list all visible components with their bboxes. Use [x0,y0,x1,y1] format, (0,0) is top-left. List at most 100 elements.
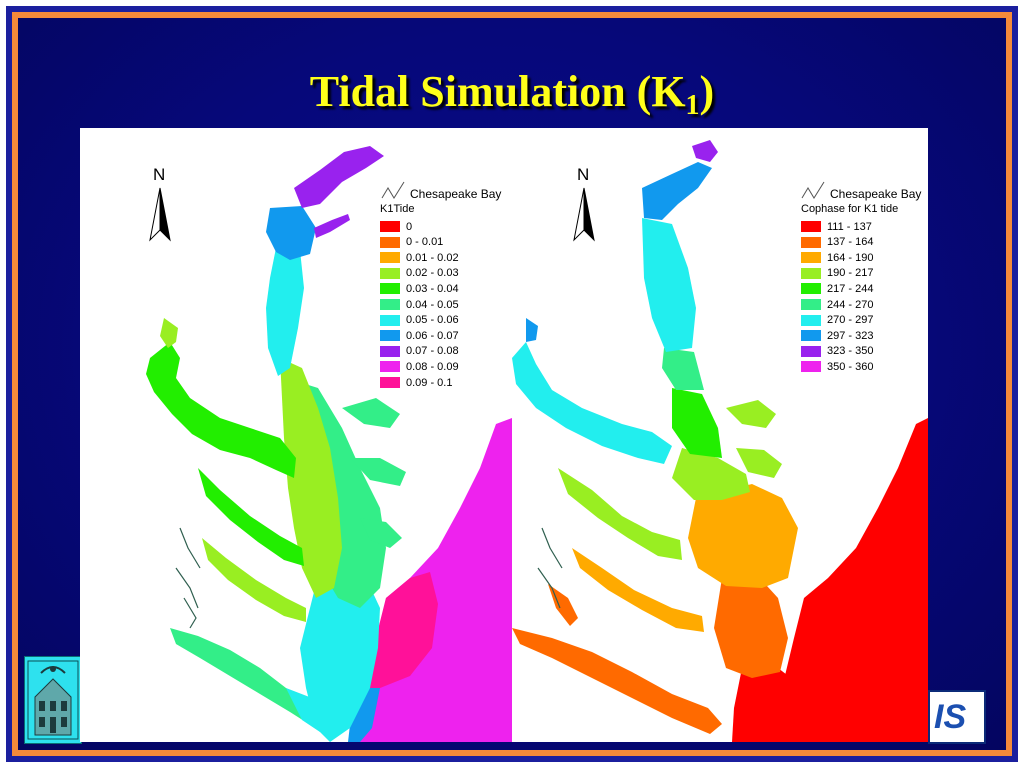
legend-item: 0.07 - 0.08 [380,345,459,358]
legend-swatch [380,252,400,264]
legend-item: 297 - 323 [801,329,873,342]
legend-label: 0.09 - 0.1 [406,376,453,389]
bay-upper-cyan [642,218,696,352]
tributary-lines [537,527,563,609]
legend-label: 217 - 244 [827,282,874,295]
james-lower [286,688,328,732]
legend-swatch [380,361,400,373]
legend-swatch [380,267,400,279]
eastern-shore-rivers [342,398,406,548]
legend-swatch [380,236,400,248]
legend-item: 190 - 217 [801,267,873,280]
bay-upper-blue [266,206,316,260]
layer-label: Chesapeake Bay [830,187,921,201]
rappahannock-river [198,468,304,566]
legend-label: 297 - 323 [827,329,874,342]
tributary-lines [175,527,201,629]
north-label: N [153,165,165,184]
legend-swatch [801,267,821,279]
legend-item: 0.02 - 0.03 [380,267,459,280]
legend-swatch [380,221,400,232]
james-upper [548,584,578,626]
mouth-blue [348,688,380,742]
mouth-red [732,668,804,742]
rappahannock-river [558,468,682,560]
legend-item: 111 - 137 [801,220,872,233]
legend-swatch [801,330,821,342]
eastern-shore-rivers [726,400,782,478]
layer-label: Chesapeake Bay [410,187,501,201]
legend-swatch [801,236,821,248]
legend-swatch [801,283,821,295]
slide-title: Tidal Simulation (K1) [309,67,715,121]
bay-head-purple [692,140,718,162]
legend-swatch [380,283,400,295]
vims-logo: IS [928,690,986,744]
legend-label: 0.04 - 0.05 [406,298,459,311]
bay-upper-lightgreen [280,358,342,598]
legend-swatch [801,345,821,357]
legend-label: 0 - 0.01 [406,236,444,249]
legend-swatch [801,221,821,232]
bay-mid-orange [688,484,798,588]
legend-item: 0.09 - 0.1 [380,376,452,389]
james-river [170,628,320,726]
legend-label: 137 - 164 [827,236,874,249]
title-subscript: 1 [685,90,700,121]
legend-swatch [801,314,821,326]
legend-item: 0.06 - 0.07 [380,329,459,342]
legend-swatch [801,361,821,373]
legend-swatch [380,330,400,342]
potomac-upper [526,318,538,342]
bay-upper-cyan [266,248,304,376]
bay-lower-orangered [714,574,788,678]
legend-label: 0.03 - 0.04 [406,282,459,295]
legend-label: 0.02 - 0.03 [406,267,459,280]
cophase-map-drawing: N Chesapeake Bay [512,140,928,742]
amplitude-map-drawing: N Chesapeake Bay [146,146,512,742]
legend-label: 0.05 - 0.06 [406,314,459,327]
north-arrow-icon [573,187,595,242]
legend-swatch [380,314,400,326]
legend-item: 0.03 - 0.04 [380,282,459,295]
bay-upper-blue [642,162,712,220]
legend-swatch [801,299,821,310]
legend-label: 323 - 350 [827,345,874,358]
legend-item: 323 - 350 [801,345,873,358]
legend-swatch [801,252,821,264]
legend-item: 0.08 - 0.09 [380,360,459,373]
university-seal-logo [24,656,82,744]
legend-swatch [380,345,400,357]
ocean-near-mouth [366,572,438,688]
cophase-map: N Chesapeake Bay Cophase for K1 tide 111… [512,128,928,742]
layer-symbol-icon [801,181,825,199]
legend-item: 0.05 - 0.06 [380,314,459,327]
university-seal-icon [27,660,79,740]
legend-item: 350 - 360 [801,360,873,373]
legend-label: 244 - 270 [827,298,874,311]
river-elk-purple [314,214,350,238]
legend-label: 190 - 217 [827,267,874,280]
amplitude-map: N Chesapeake Bay K1Tide 0 0 - 0.01 0.01 - … [80,128,512,742]
legend-item: 0 - 0.01 [380,236,443,249]
north-label: N [577,165,589,184]
legend-item: 0.01 - 0.02 [380,251,459,264]
york-river [572,548,704,632]
potomac-river [512,342,672,464]
legend-title: Cophase for K1 tide [801,203,899,215]
legend-label: 111 - 137 [827,220,872,233]
bay-head-purple [294,146,384,208]
potomac-upper [160,318,178,348]
legend-label: 350 - 360 [827,360,874,373]
legend-label: 0.08 - 0.09 [406,360,459,373]
legend-item: 270 - 297 [801,314,873,327]
bay-seafoam [662,348,704,390]
ocean-region [778,418,928,742]
legend-swatch [380,377,400,388]
james-river [512,628,722,734]
legend-item: 0 [380,220,412,233]
legend-title: K1Tide [380,203,415,215]
legend-item: 137 - 164 [801,236,873,249]
map-figure: N Chesapeake Bay K1Tide 0 0 - 0.01 0.01 - … [80,128,928,742]
